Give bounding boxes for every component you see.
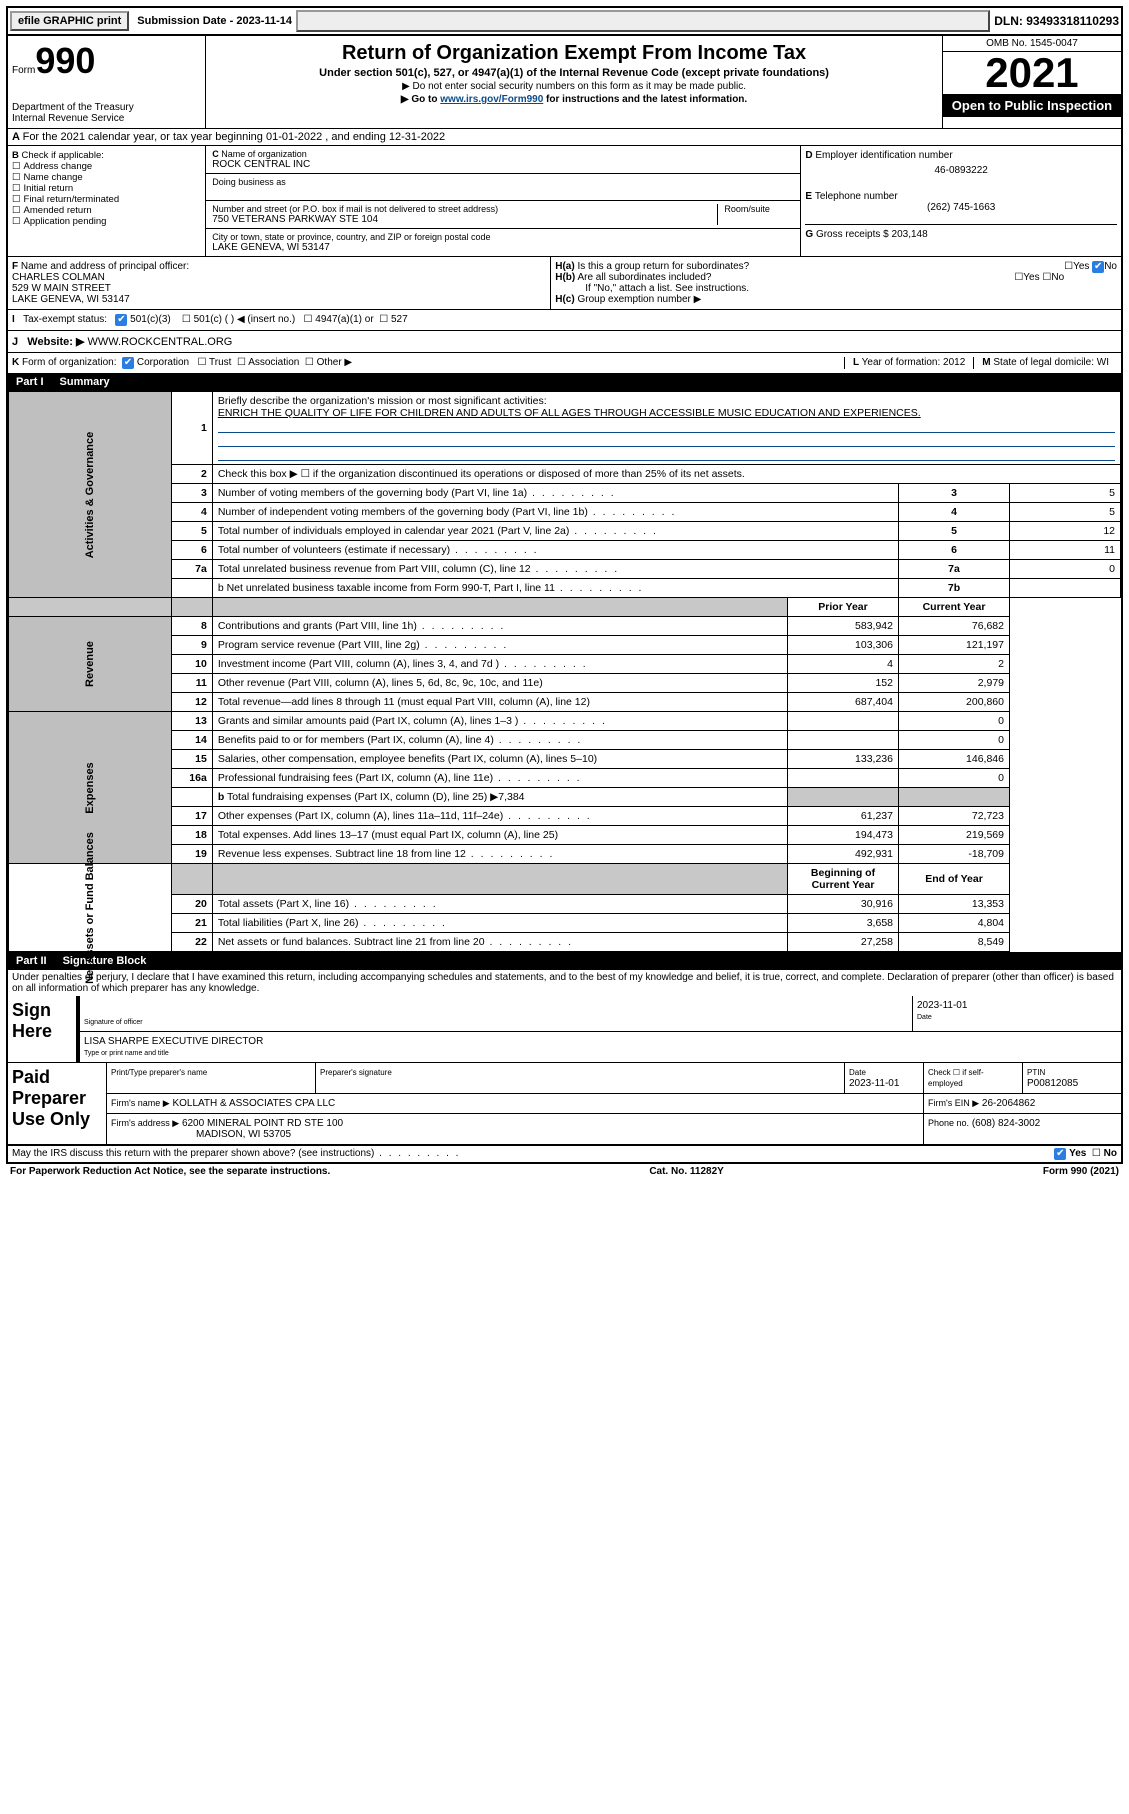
row-i-tax-exempt: I Tax-exempt status: ✔ 501(c)(3) ☐ 501(c… bbox=[8, 309, 1121, 330]
row-k-form-org: K Form of organization: ✔ Corporation ☐ … bbox=[8, 352, 1121, 373]
check-icon: ✔ bbox=[1054, 1148, 1066, 1160]
perjury-declaration: Under penalties of perjury, I declare th… bbox=[8, 970, 1121, 996]
part-2-header: Part IISignature Block bbox=[8, 952, 1121, 970]
preparer-table: Paid Preparer Use Only Print/Type prepar… bbox=[8, 1062, 1121, 1145]
section-h: H(a) Is this a group return for subordin… bbox=[550, 257, 1121, 309]
signature-table: Sign Here Signature of officer 2023-11-0… bbox=[8, 996, 1121, 1062]
top-toolbar: efile GRAPHIC print Submission Date - 20… bbox=[6, 6, 1123, 36]
irs-discuss-row: May the IRS discuss this return with the… bbox=[8, 1145, 1121, 1162]
irs-link[interactable]: www.irs.gov/Form990 bbox=[440, 94, 543, 105]
ein-value: 46-0893222 bbox=[805, 165, 1117, 176]
section-f-officer: F Name and address of principal officer:… bbox=[8, 257, 550, 309]
cat-no: Cat. No. 11282Y bbox=[649, 1166, 723, 1177]
form-number: Form990 bbox=[12, 40, 201, 82]
side-net-assets: Net Assets or Fund Balances bbox=[84, 832, 96, 984]
form-ref: Form 990 (2021) bbox=[1043, 1166, 1119, 1177]
form-subtitle: Under section 501(c), 527, or 4947(a)(1)… bbox=[212, 67, 936, 79]
pra-notice: For Paperwork Reduction Act Notice, see … bbox=[10, 1166, 330, 1177]
side-activities: Activities & Governance bbox=[84, 419, 96, 571]
row-j-website: J Website: ▶ WWW.ROCKCENTRAL.ORG bbox=[8, 330, 1121, 352]
check-icon: ✔ bbox=[115, 314, 127, 326]
check-icon: ✔ bbox=[122, 357, 134, 369]
form-note1: ▶ Do not enter social security numbers o… bbox=[212, 81, 936, 92]
org-name-cell: C Name of organizationROCK CENTRAL INC bbox=[206, 146, 800, 174]
submission-date-label: Submission Date - 2023-11-14 bbox=[137, 15, 292, 27]
row-a-tax-year: A For the 2021 calendar year, or tax yea… bbox=[8, 128, 1121, 145]
check-icon: ✔ bbox=[1092, 261, 1104, 273]
section-b-checkboxes: B Check if applicable: ☐Address change ☐… bbox=[8, 146, 205, 256]
phone-value: (262) 745-1663 bbox=[805, 202, 1117, 213]
form-note2: ▶ Go to www.irs.gov/Form990 for instruct… bbox=[212, 94, 936, 105]
irs-label: Internal Revenue Service bbox=[12, 113, 201, 124]
toolbar-spacer bbox=[296, 10, 990, 32]
gross-receipts: 203,148 bbox=[892, 229, 928, 240]
tax-year: 2021 bbox=[943, 52, 1121, 94]
address-cell: Number and street (or P.O. box if mail i… bbox=[206, 201, 800, 229]
open-inspection-badge: Open to Public Inspection bbox=[943, 94, 1121, 117]
city-cell: City or town, state or province, country… bbox=[206, 229, 800, 256]
efile-print-button[interactable]: efile GRAPHIC print bbox=[10, 11, 129, 31]
mission-text: ENRICH THE QUALITY OF LIFE FOR CHILDREN … bbox=[218, 407, 921, 419]
form-body: Form990 Department of the Treasury Inter… bbox=[6, 36, 1123, 1164]
form-title: Return of Organization Exempt From Incom… bbox=[212, 42, 936, 65]
dln-label: DLN: 93493318110293 bbox=[994, 14, 1119, 28]
dba-cell: Doing business as bbox=[206, 174, 800, 201]
part1-table: Activities & Governance 1 Briefly descri… bbox=[8, 391, 1121, 952]
part-1-header: Part ISummary bbox=[8, 373, 1121, 391]
dept-label: Department of the Treasury bbox=[12, 102, 201, 113]
